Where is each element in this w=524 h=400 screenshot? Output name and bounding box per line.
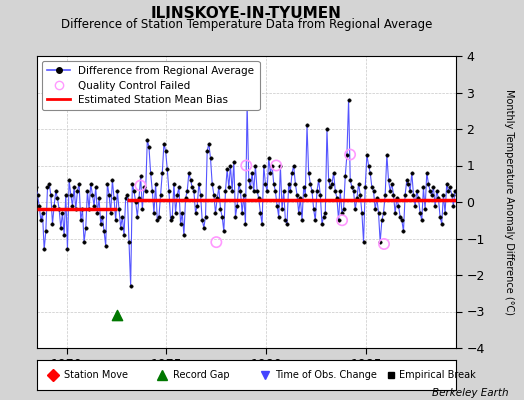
Point <box>136 182 145 189</box>
Point <box>212 239 221 245</box>
Text: Difference of Station Temperature Data from Regional Average: Difference of Station Temperature Data f… <box>61 18 432 31</box>
Text: ILINSKOYE-IN-TYUMEN: ILINSKOYE-IN-TYUMEN <box>151 6 342 21</box>
Point <box>242 162 250 169</box>
Text: Berkeley Earth: Berkeley Earth <box>432 388 508 398</box>
Text: Empirical Break: Empirical Break <box>399 370 476 380</box>
Point <box>272 162 280 169</box>
Point <box>380 241 388 247</box>
Y-axis label: Monthly Temperature Anomaly Difference (°C): Monthly Temperature Anomaly Difference (… <box>504 89 514 315</box>
Text: Record Gap: Record Gap <box>173 370 230 380</box>
Point <box>112 312 121 318</box>
Point <box>346 151 354 158</box>
Legend: Difference from Regional Average, Quality Control Failed, Estimated Station Mean: Difference from Regional Average, Qualit… <box>42 61 259 110</box>
Point <box>338 217 346 224</box>
Text: Time of Obs. Change: Time of Obs. Change <box>275 370 377 380</box>
Text: Station Move: Station Move <box>64 370 128 380</box>
